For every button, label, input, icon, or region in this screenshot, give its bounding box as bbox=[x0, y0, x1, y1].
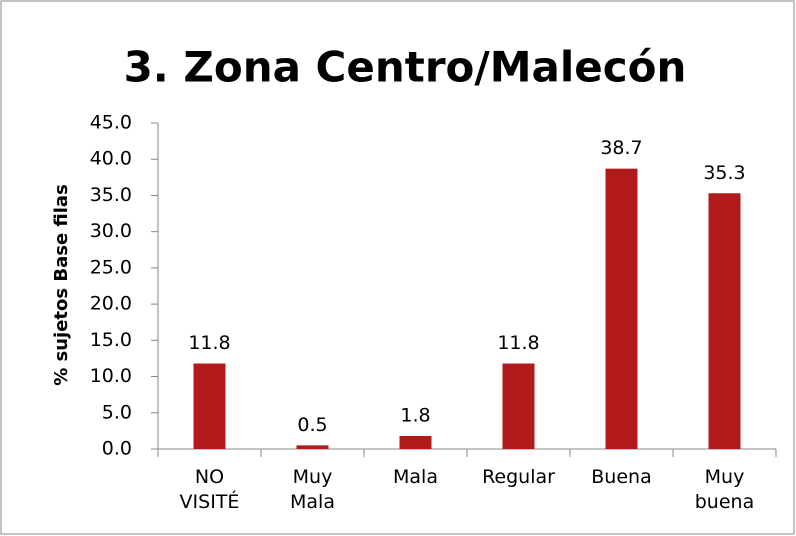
data-label: 35.3 bbox=[703, 162, 745, 184]
x-tick-label: NO VISITÉ bbox=[179, 466, 240, 513]
chart-title: 3. Zona Centro/Malecón bbox=[124, 43, 687, 92]
x-tick-label: Muy buena bbox=[694, 466, 755, 513]
y-tick-label: 25.0 bbox=[90, 256, 132, 278]
data-label: 11.8 bbox=[497, 332, 539, 354]
y-tick-label: 10.0 bbox=[90, 365, 132, 387]
x-tick-label: Regular bbox=[482, 466, 555, 488]
bar bbox=[502, 363, 535, 449]
data-label: 0.5 bbox=[297, 414, 327, 436]
y-tick-label: 40.0 bbox=[90, 148, 132, 170]
bar bbox=[193, 363, 226, 449]
y-tick-label: 15.0 bbox=[90, 329, 132, 351]
y-tick-label: 45.0 bbox=[90, 112, 132, 134]
y-tick-label: 20.0 bbox=[90, 293, 132, 315]
x-tick-label: Mala bbox=[393, 466, 438, 488]
data-label: 1.8 bbox=[400, 404, 430, 426]
x-tick-label: Buena bbox=[591, 466, 652, 488]
data-label: 11.8 bbox=[188, 332, 230, 354]
y-tick-label: 30.0 bbox=[90, 220, 132, 242]
y-axis-label: % sujetos Base filas bbox=[51, 184, 72, 386]
bar bbox=[296, 445, 329, 449]
bar bbox=[605, 168, 638, 449]
y-tick-label: 0.0 bbox=[102, 438, 132, 460]
bar bbox=[399, 435, 432, 449]
bar bbox=[708, 193, 741, 449]
y-tick-label: 5.0 bbox=[102, 401, 132, 423]
y-tick-label: 35.0 bbox=[90, 184, 132, 206]
x-tick-label: Muy Mala bbox=[290, 466, 335, 513]
data-label: 38.7 bbox=[600, 137, 642, 159]
